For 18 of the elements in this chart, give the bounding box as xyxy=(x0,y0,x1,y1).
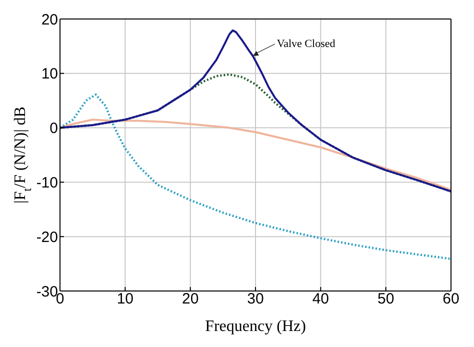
x-tick-label: 30 xyxy=(247,290,264,308)
annotation: Valve Closed xyxy=(276,38,336,50)
x-tick-label: 10 xyxy=(116,290,134,308)
y-tick-label: -10 xyxy=(36,174,58,192)
x-tick-label: 60 xyxy=(442,290,460,308)
line-series xyxy=(60,118,451,191)
x-tick-label: 50 xyxy=(377,290,394,308)
line-series xyxy=(60,29,451,192)
y-tick-label: 20 xyxy=(41,11,58,28)
y-tick-label: -30 xyxy=(36,283,58,300)
x-tick-label: 20 xyxy=(182,290,199,308)
line-series xyxy=(60,94,451,260)
y-tick-label: 0 xyxy=(50,120,58,138)
x-axis-title: Frequency (Hz) xyxy=(205,318,306,335)
y-tick-label: 10 xyxy=(41,66,58,83)
x-tick-label: 40 xyxy=(312,290,330,308)
y-tick-label: -20 xyxy=(36,228,58,246)
line-series xyxy=(60,73,451,193)
